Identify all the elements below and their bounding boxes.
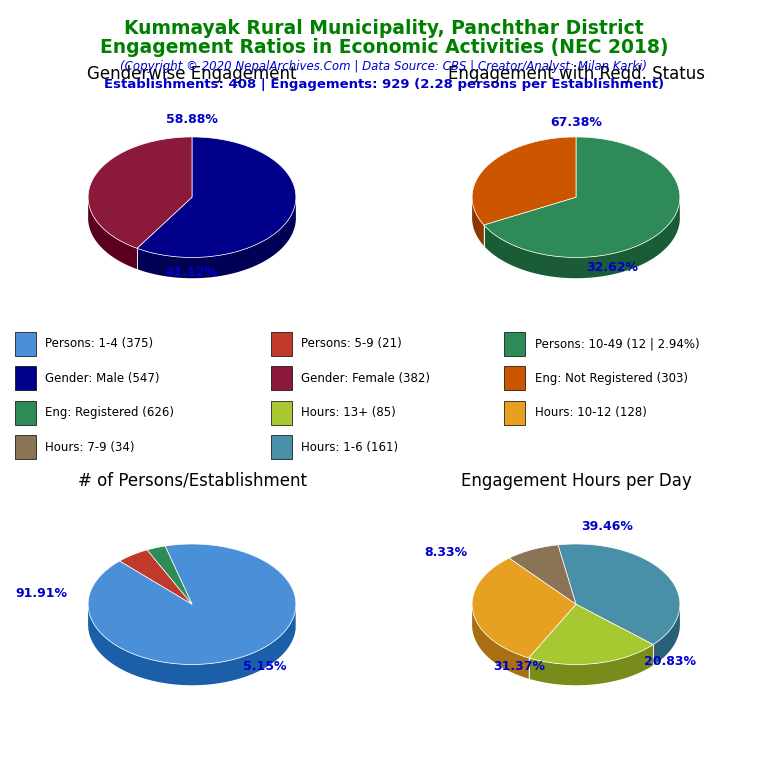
Title: Genderwise Engagement: Genderwise Engagement [88,65,296,83]
Polygon shape [472,604,528,679]
Text: 91.91%: 91.91% [15,588,68,601]
Bar [271,332,292,356]
Text: Hours: 7-9 (34): Hours: 7-9 (34) [45,441,135,454]
Polygon shape [472,558,576,658]
Text: 58.88%: 58.88% [166,113,218,126]
Bar [271,435,292,459]
Polygon shape [147,546,192,604]
Bar [15,435,36,459]
Text: 67.38%: 67.38% [550,116,602,129]
Text: Engagement Ratios in Economic Activities (NEC 2018): Engagement Ratios in Economic Activities… [100,38,668,58]
Text: (Copyright © 2020 NepalArchives.Com | Data Source: CBS | Creator/Analyst: Milan : (Copyright © 2020 NepalArchives.Com | Da… [121,60,647,73]
Text: Eng: Registered (626): Eng: Registered (626) [45,406,174,419]
Bar [271,401,292,425]
Polygon shape [484,200,680,278]
Text: Gender: Female (382): Gender: Female (382) [301,372,430,385]
Text: 8.33%: 8.33% [425,546,468,559]
Text: Persons: 1-4 (375): Persons: 1-4 (375) [45,337,154,350]
Bar [15,332,36,356]
Text: Persons: 10-49 (12 | 2.94%): Persons: 10-49 (12 | 2.94%) [535,337,699,350]
Polygon shape [88,137,192,248]
Text: 5.15%: 5.15% [243,660,286,673]
Polygon shape [509,545,576,604]
Polygon shape [528,604,653,664]
Polygon shape [528,644,653,685]
Text: Hours: 1-6 (161): Hours: 1-6 (161) [301,441,399,454]
Bar [505,332,525,356]
Bar [505,401,525,425]
Polygon shape [653,605,680,665]
Text: Eng: Not Registered (303): Eng: Not Registered (303) [535,372,687,385]
Bar [271,366,292,390]
Text: Hours: 13+ (85): Hours: 13+ (85) [301,406,396,419]
Text: Gender: Male (547): Gender: Male (547) [45,372,160,385]
Polygon shape [88,604,296,685]
Polygon shape [472,198,484,246]
Polygon shape [137,137,296,257]
Title: Engagement Hours per Day: Engagement Hours per Day [461,472,691,490]
Text: Kummayak Rural Municipality, Panchthar District: Kummayak Rural Municipality, Panchthar D… [124,19,644,38]
Polygon shape [88,544,296,664]
Text: 39.46%: 39.46% [581,520,633,533]
Text: Establishments: 408 | Engagements: 929 (2.28 persons per Establishment): Establishments: 408 | Engagements: 929 (… [104,78,664,91]
Polygon shape [88,199,137,269]
Bar [15,401,36,425]
Text: 41.12%: 41.12% [166,266,218,279]
Text: 31.37%: 31.37% [493,660,545,673]
Text: Persons: 5-9 (21): Persons: 5-9 (21) [301,337,402,350]
Polygon shape [120,550,192,604]
Text: 32.62%: 32.62% [586,261,638,274]
Bar [505,366,525,390]
Bar [15,366,36,390]
Title: # of Persons/Establishment: # of Persons/Establishment [78,472,306,490]
Text: Hours: 10-12 (128): Hours: 10-12 (128) [535,406,647,419]
Polygon shape [137,198,296,278]
Title: Engagement with Regd. Status: Engagement with Regd. Status [448,65,704,83]
Polygon shape [558,544,680,644]
Polygon shape [472,137,576,225]
Polygon shape [484,137,680,257]
Text: 20.83%: 20.83% [644,655,696,668]
